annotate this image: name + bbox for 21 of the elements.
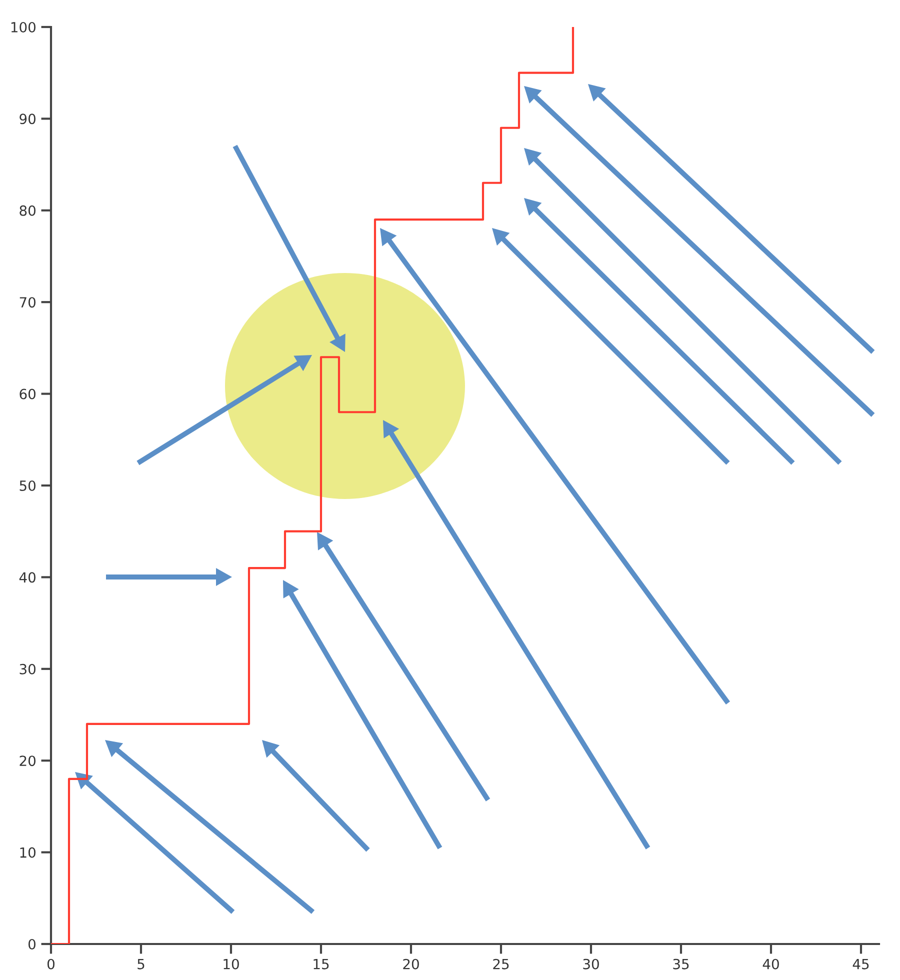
x-tick-label: 25	[493, 958, 509, 970]
y-tick-label: 70	[20, 297, 36, 308]
x-tick-label: 15	[314, 959, 329, 970]
x-tick-label: 45	[852, 959, 869, 970]
y-tick-label: 100	[11, 22, 36, 32]
x-tick-label: 10	[224, 958, 239, 970]
x-tick-label: 40	[762, 958, 779, 970]
x-tick-label: 0	[47, 958, 54, 970]
x-tick-label: 35	[673, 958, 689, 970]
x-tick-label: 5	[138, 959, 144, 970]
x-tick-label: 30	[583, 958, 599, 970]
y-tick-label: 40	[19, 572, 36, 583]
y-tick-label: 30	[20, 664, 36, 674]
y-tick-label: 60	[20, 388, 36, 400]
x-tick-label: 20	[403, 958, 419, 970]
y-tick-label: 90	[20, 114, 36, 124]
y-tick-label: 20	[20, 756, 36, 766]
y-tick-label: 0	[28, 938, 36, 950]
y-tick-label: 50	[20, 480, 36, 491]
y-tick-label: 10	[20, 847, 36, 858]
y-tick-label: 80	[20, 205, 36, 216]
